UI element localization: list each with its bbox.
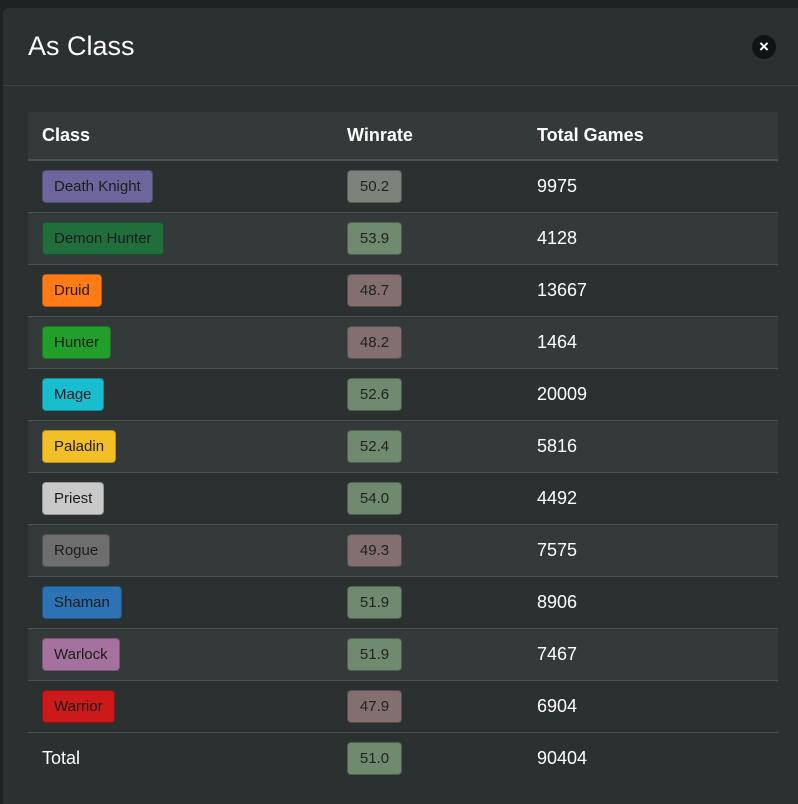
class-badge: Warrior: [42, 690, 115, 723]
table-row: Priest 54.0 4492: [28, 472, 778, 525]
class-cell: Paladin: [28, 420, 333, 473]
table-row: Mage 52.6 20009: [28, 368, 778, 421]
total-games-cell: 13667: [523, 264, 778, 317]
table-row: Death Knight 50.2 9975: [28, 160, 778, 213]
class-badge: Death Knight: [42, 170, 153, 203]
class-badge: Priest: [42, 482, 105, 515]
close-icon[interactable]: ×: [752, 35, 776, 59]
table-header-row: Class Winrate Total Games: [28, 112, 778, 161]
class-cell: Priest: [28, 472, 333, 525]
class-badge: Demon Hunter: [42, 222, 164, 255]
table-body: Death Knight 50.2 9975 Demon Hunter 53.9 4128…: [28, 160, 778, 783]
total-games-cell: 8906: [523, 576, 778, 629]
class-cell: Shaman: [28, 576, 333, 629]
total-games-cell: 6904: [523, 680, 778, 733]
winrate-cell: 51.9: [333, 628, 523, 681]
class-cell: Warrior: [28, 680, 333, 733]
class-badge: Mage: [42, 378, 104, 411]
winrate-badge: 54.0: [347, 482, 402, 515]
header-winrate[interactable]: Winrate: [333, 112, 523, 161]
class-stats-table: Class Winrate Total Games Death Knight 50…: [28, 112, 778, 783]
winrate-badge: 50.2: [347, 170, 402, 203]
class-cell: Druid: [28, 264, 333, 317]
header-class[interactable]: Class: [28, 112, 333, 161]
total-games-value: 90404: [523, 732, 778, 783]
modal-header: As Class ×: [3, 8, 798, 86]
header-total-games[interactable]: Total Games: [523, 112, 778, 161]
total-games-cell: 1464: [523, 316, 778, 369]
winrate-cell: 52.6: [333, 368, 523, 421]
winrate-badge: 49.3: [347, 534, 402, 567]
total-games-cell: 4128: [523, 212, 778, 265]
total-games-cell: 20009: [523, 368, 778, 421]
total-games-cell: 7467: [523, 628, 778, 681]
winrate-badge: 51.9: [347, 638, 402, 671]
table-row: Demon Hunter 53.9 4128: [28, 212, 778, 265]
total-games-cell: 4492: [523, 472, 778, 525]
table-row: Warlock 51.9 7467: [28, 628, 778, 681]
winrate-badge: 47.9: [347, 690, 402, 723]
winrate-cell: 51.9: [333, 576, 523, 629]
table-row: Shaman 51.9 8906: [28, 576, 778, 629]
modal-title: As Class: [28, 31, 135, 61]
winrate-cell: 49.3: [333, 524, 523, 577]
class-cell: Mage: [28, 368, 333, 421]
winrate-cell: 54.0: [333, 472, 523, 525]
winrate-badge: 48.2: [347, 326, 402, 359]
total-games-cell: 7575: [523, 524, 778, 577]
total-winrate-cell: 51.0: [333, 732, 523, 783]
winrate-cell: 47.9: [333, 680, 523, 733]
class-badge: Paladin: [42, 430, 117, 463]
class-cell: Rogue: [28, 524, 333, 577]
table-row: Druid 48.7 13667: [28, 264, 778, 317]
total-row: Total 51.0 90404: [28, 732, 778, 783]
class-badge: Druid: [42, 274, 102, 307]
class-cell: Death Knight: [28, 160, 333, 213]
class-badge: Shaman: [42, 586, 122, 619]
winrate-cell: 50.2: [333, 160, 523, 213]
winrate-cell: 48.2: [333, 316, 523, 369]
class-cell: Hunter: [28, 316, 333, 369]
total-games-cell: 5816: [523, 420, 778, 473]
class-cell: Demon Hunter: [28, 212, 333, 265]
table-row: Paladin 52.4 5816: [28, 420, 778, 473]
total-games-cell: 9975: [523, 160, 778, 213]
class-badge: Warlock: [42, 638, 120, 671]
winrate-badge: 53.9: [347, 222, 402, 255]
table-row: Rogue 49.3 7575: [28, 524, 778, 577]
total-winrate-badge: 51.0: [347, 741, 402, 775]
class-badge: Hunter: [42, 326, 112, 359]
winrate-badge: 48.7: [347, 274, 402, 307]
class-badge: Rogue: [42, 534, 111, 567]
winrate-cell: 52.4: [333, 420, 523, 473]
winrate-badge: 51.9: [347, 586, 402, 619]
table-row: Hunter 48.2 1464: [28, 316, 778, 369]
total-label: Total: [28, 732, 333, 783]
winrate-badge: 52.6: [347, 378, 402, 411]
class-cell: Warlock: [28, 628, 333, 681]
winrate-cell: 48.7: [333, 264, 523, 317]
winrate-badge: 52.4: [347, 430, 402, 463]
as-class-modal: As Class × Class Winrate Total Games Dea…: [3, 8, 798, 804]
table-row: Warrior 47.9 6904: [28, 680, 778, 733]
winrate-cell: 53.9: [333, 212, 523, 265]
